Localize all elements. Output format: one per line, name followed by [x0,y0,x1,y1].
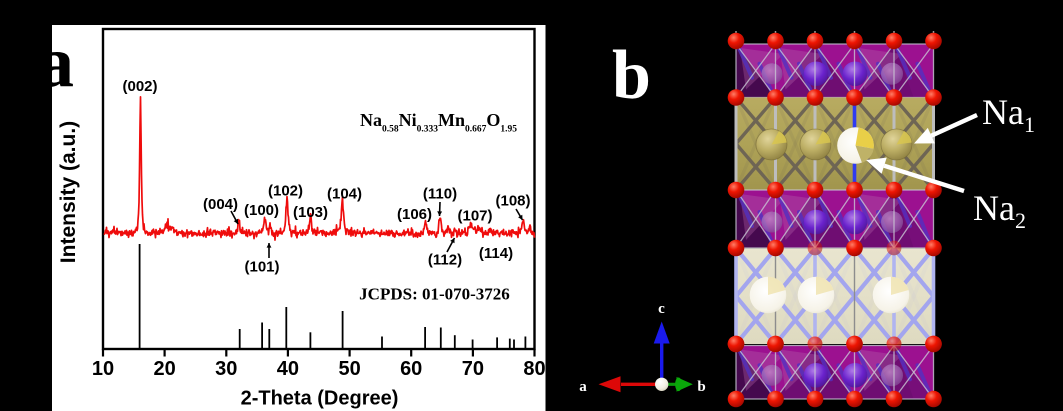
svg-text:c: c [658,301,665,317]
svg-text:b: b [612,37,651,114]
svg-text:(106): (106) [397,206,432,223]
svg-text:80: 80 [523,358,545,380]
svg-text:(110): (110) [423,186,457,203]
svg-text:(107): (107) [457,208,492,225]
svg-text:(100): (100) [244,202,279,219]
svg-text:50: 50 [338,358,360,380]
svg-text:70: 70 [462,358,484,380]
svg-text:(101): (101) [244,259,279,276]
svg-text:(114): (114) [479,245,513,262]
svg-text:(102): (102) [268,183,303,200]
svg-text:(112): (112) [428,252,462,269]
svg-text:JCPDS: 01-070-3726: JCPDS: 01-070-3726 [359,285,510,304]
svg-text:Na2: Na2 [973,188,1026,233]
svg-text:(104): (104) [327,186,362,203]
svg-text:30: 30 [215,358,237,380]
svg-text:(004): (004) [203,196,238,213]
svg-text:Intensity (a.u.): Intensity (a.u.) [57,121,80,263]
svg-text:a: a [579,379,587,395]
svg-text:(103): (103) [293,204,328,221]
svg-text:2-Theta (Degree): 2-Theta (Degree) [241,388,399,410]
svg-text:20: 20 [153,358,175,380]
svg-text:10: 10 [92,358,114,380]
svg-text:b: b [697,379,705,395]
svg-text:a: a [38,21,75,102]
svg-text:(002): (002) [122,78,157,95]
svg-text:60: 60 [400,358,422,380]
svg-text:(108): (108) [495,193,530,210]
svg-text:40: 40 [277,358,299,380]
